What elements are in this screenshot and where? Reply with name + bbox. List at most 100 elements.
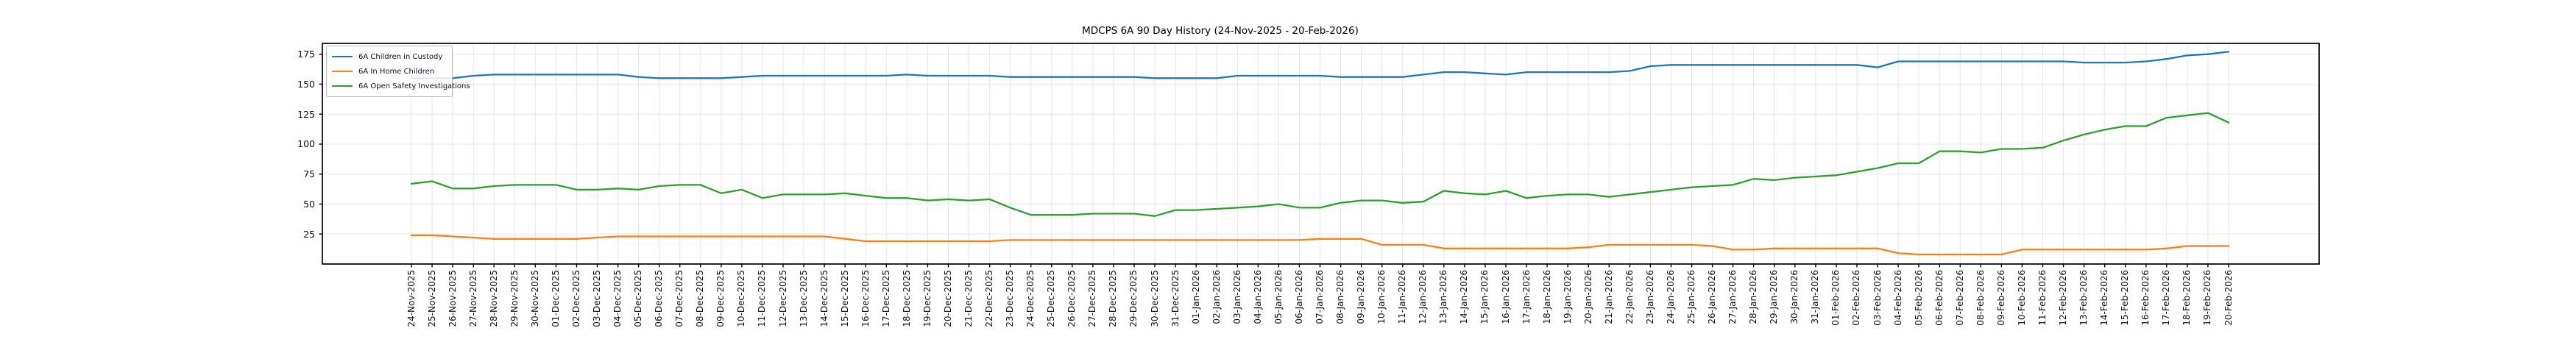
x-tick-label: 16-Jan-2026 <box>1500 270 1511 324</box>
x-tick-label: 13-Jan-2026 <box>1438 270 1449 324</box>
legend-item-open-safety-investigations: 6A Open Safety Investigations <box>332 79 470 93</box>
legend-item-in-home-children: 6A In Home Children <box>332 64 446 79</box>
y-tick-label: 175 <box>297 49 315 60</box>
x-tick-label: 14-Jan-2026 <box>1459 270 1470 324</box>
x-tick-label: 05-Feb-2026 <box>1913 270 1924 326</box>
x-tick-label: 24-Nov-2025 <box>406 270 417 327</box>
x-tick-label: 11-Dec-2025 <box>757 270 768 327</box>
x-tick-label: 31-Jan-2026 <box>1810 270 1821 324</box>
x-tick-label: 16-Dec-2025 <box>860 270 871 327</box>
x-tick-label: 27-Nov-2025 <box>467 270 478 327</box>
x-tick-label: 24-Jan-2026 <box>1665 270 1676 324</box>
x-tick-label: 20-Jan-2026 <box>1582 270 1593 324</box>
x-tick-label: 04-Feb-2026 <box>1892 270 1903 326</box>
x-tick-label: 08-Dec-2025 <box>695 270 706 327</box>
x-tick-label: 26-Jan-2026 <box>1707 270 1718 324</box>
x-tick-label: 11-Feb-2026 <box>2037 270 2048 326</box>
x-tick-label: 07-Jan-2026 <box>1314 270 1325 324</box>
series-line-2 <box>410 112 2230 217</box>
x-tick-label: 07-Dec-2025 <box>674 270 685 327</box>
x-tick-label: 27-Dec-2025 <box>1087 270 1098 327</box>
x-tick-label: 07-Feb-2026 <box>1954 270 1965 326</box>
x-tick-label: 29-Jan-2026 <box>1769 270 1780 324</box>
x-tick-label: 29-Dec-2025 <box>1128 270 1139 327</box>
x-tick-label: 14-Dec-2025 <box>818 270 829 327</box>
x-tick-label: 14-Feb-2026 <box>2099 270 2110 326</box>
x-tick-label: 29-Nov-2025 <box>509 270 520 327</box>
x-tick-label: 20-Feb-2026 <box>2223 270 2234 326</box>
x-tick-label: 25-Nov-2025 <box>426 270 437 327</box>
x-tick-label: 21-Dec-2025 <box>963 270 974 327</box>
x-tick-label: 30-Jan-2026 <box>1789 270 1800 324</box>
y-tick-label: 75 <box>303 168 315 180</box>
x-tick-label: 04-Jan-2026 <box>1252 270 1263 324</box>
x-tick-label: 17-Feb-2026 <box>2161 270 2172 326</box>
x-tick-label: 08-Jan-2026 <box>1335 270 1346 324</box>
x-tick-label: 15-Dec-2025 <box>839 270 850 327</box>
x-tick-label: 09-Dec-2025 <box>715 270 726 327</box>
x-tick-label: 23-Dec-2025 <box>1005 270 1016 327</box>
x-tick-label: 22-Dec-2025 <box>984 270 995 327</box>
x-tick-label: 09-Feb-2026 <box>1995 270 2006 326</box>
x-tick-label: 16-Feb-2026 <box>2140 270 2151 326</box>
legend-item-children-in-custody: 6A Children in Custody <box>332 49 446 64</box>
x-tick-label: 03-Jan-2026 <box>1231 270 1242 324</box>
y-tick-label: 100 <box>297 138 315 150</box>
x-tick-label: 03-Dec-2025 <box>592 270 602 327</box>
x-tick-label: 27-Jan-2026 <box>1727 270 1738 324</box>
series-line-1 <box>410 234 2230 256</box>
grid-horizontal <box>322 54 2319 235</box>
x-tick-label: 12-Jan-2026 <box>1418 270 1429 324</box>
y-tick-label: 125 <box>297 108 315 120</box>
x-tick-label: 09-Jan-2026 <box>1356 270 1367 324</box>
legend-line-swatch-blue <box>332 55 353 58</box>
x-tick-label: 30-Dec-2025 <box>1149 270 1160 327</box>
x-tick-label: 10-Dec-2025 <box>736 270 747 327</box>
x-tick-label: 31-Dec-2025 <box>1170 270 1181 327</box>
plot-frame <box>322 43 2320 265</box>
x-tick-label: 18-Jan-2026 <box>1541 270 1552 324</box>
x-tick-label: 01-Feb-2026 <box>1830 270 1841 326</box>
x-tick-label: 02-Jan-2026 <box>1211 270 1222 324</box>
legend-label: 6A Children in Custody <box>358 52 443 61</box>
x-tick-label: 17-Jan-2026 <box>1521 270 1532 324</box>
x-tick-label: 12-Feb-2026 <box>2058 270 2069 326</box>
y-tick-label: 150 <box>297 78 315 90</box>
x-tick-label: 15-Jan-2026 <box>1479 270 1490 324</box>
x-tick-label: 12-Dec-2025 <box>777 270 788 327</box>
x-tick-label: 10-Feb-2026 <box>2016 270 2027 326</box>
x-tick-label: 28-Jan-2026 <box>1748 270 1759 324</box>
x-tick-label: 22-Jan-2026 <box>1624 270 1635 324</box>
x-tick-label: 26-Dec-2025 <box>1066 270 1078 327</box>
x-tick-label: 06-Feb-2026 <box>1933 270 1945 326</box>
x-tick-label: 25-Dec-2025 <box>1046 270 1057 327</box>
legend-label: 6A Open Safety Investigations <box>358 82 470 90</box>
axis-ticks <box>319 53 2229 268</box>
x-tick-label: 21-Jan-2026 <box>1603 270 1614 324</box>
x-tick-label: 02-Feb-2026 <box>1851 270 1862 326</box>
x-tick-label: 19-Dec-2025 <box>921 270 933 327</box>
legend-line-swatch-orange <box>332 70 353 73</box>
x-tick-label: 11-Jan-2026 <box>1397 270 1408 324</box>
x-tick-label: 28-Nov-2025 <box>488 270 499 327</box>
x-tick-label: 19-Feb-2026 <box>2202 270 2213 326</box>
x-tick-label: 20-Dec-2025 <box>942 270 953 327</box>
x-tick-label: 24-Dec-2025 <box>1025 270 1036 327</box>
y-tick-label: 50 <box>303 198 315 210</box>
x-tick-label: 01-Dec-2025 <box>550 270 561 327</box>
x-tick-label: 04-Dec-2025 <box>612 270 623 327</box>
x-tick-label: 01-Jan-2026 <box>1190 270 1201 324</box>
x-tick-label: 13-Feb-2026 <box>2078 270 2090 326</box>
x-tick-label: 26-Nov-2025 <box>447 270 458 327</box>
x-tick-label: 10-Jan-2026 <box>1376 270 1387 324</box>
x-tick-label: 06-Dec-2025 <box>654 270 665 327</box>
x-tick-label: 28-Dec-2025 <box>1108 270 1119 327</box>
chart-title: MDCPS 6A 90 Day History (24-Nov-2025 - 2… <box>1082 25 1359 37</box>
x-tick-label: 15-Feb-2026 <box>2120 270 2131 326</box>
x-tick-label: 06-Jan-2026 <box>1293 270 1304 324</box>
x-tick-label: 03-Feb-2026 <box>1872 270 1883 326</box>
x-tick-label: 18-Feb-2026 <box>2182 270 2193 326</box>
x-tick-label: 05-Jan-2026 <box>1273 270 1284 324</box>
